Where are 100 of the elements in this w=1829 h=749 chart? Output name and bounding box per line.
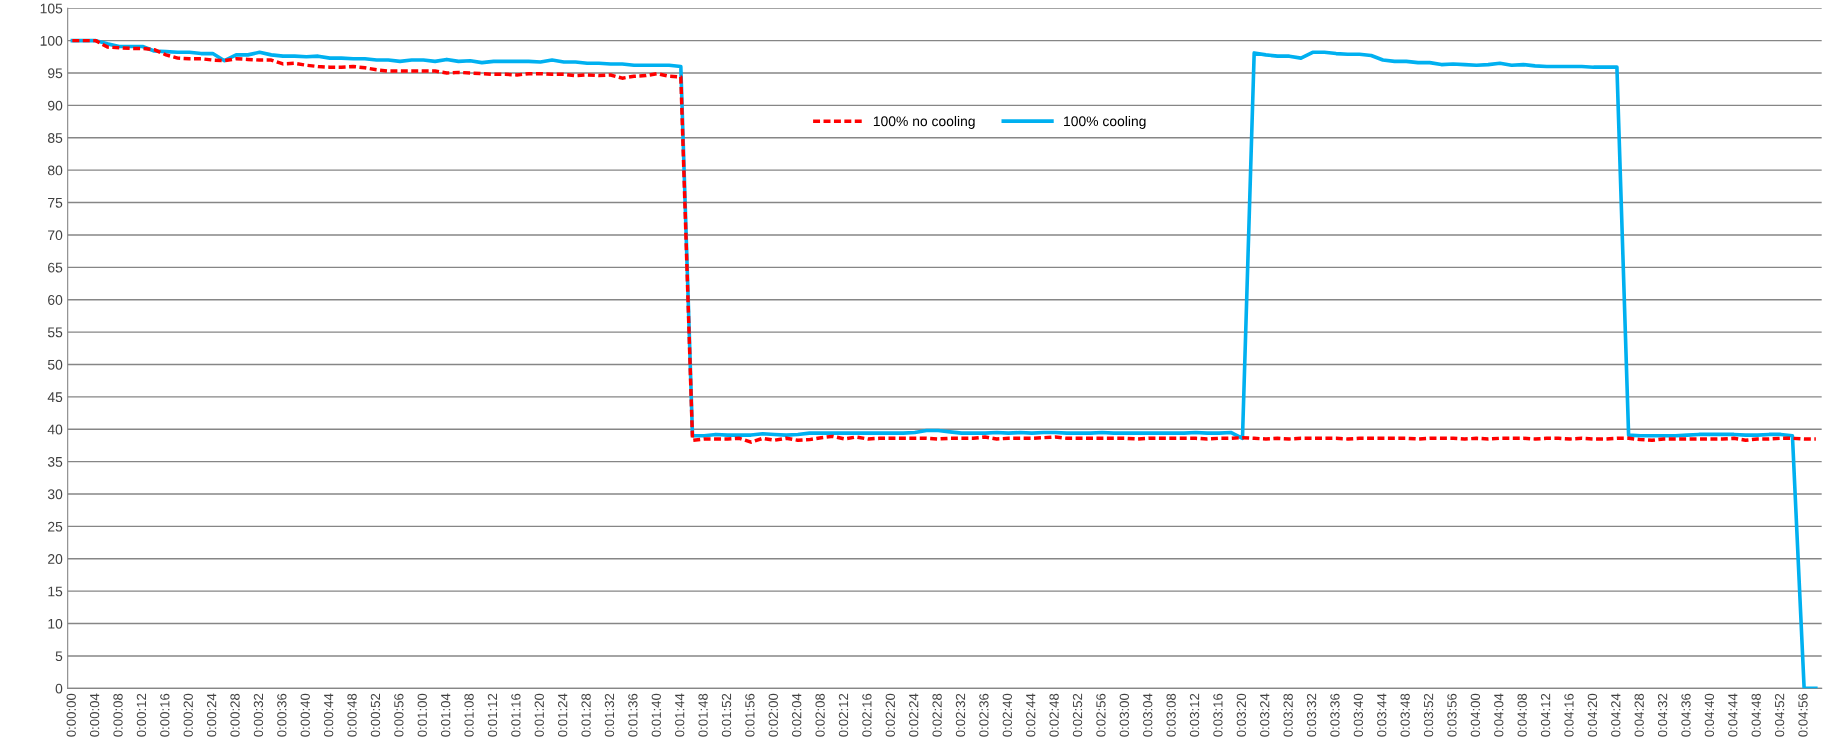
x-tick-label: 0:02:36 — [979, 693, 989, 737]
y-tick-label: 50 — [47, 359, 63, 370]
y-tick-label: 15 — [48, 586, 63, 597]
x-tick-label: 0:00:16 — [160, 693, 170, 737]
x-tick-label: 0:03:20 — [1236, 693, 1247, 737]
y-tick-label: 0 — [55, 683, 63, 694]
x-tick-label: 0:03:00 — [1119, 693, 1129, 737]
x-tick-label: 0:00:36 — [277, 693, 287, 737]
x-tick-label: 0:03:04 — [1143, 693, 1153, 737]
x-tick-label: 0:00:52 — [370, 693, 381, 737]
x-tick-label: 0:01:16 — [511, 693, 521, 737]
x-tick-label: 0:01:36 — [628, 693, 638, 737]
x-tick-label: 0:04:12 — [1540, 693, 1551, 737]
x-tick-label: 0:03:16 — [1213, 693, 1223, 737]
x-tick-label: 0:00:40 — [300, 693, 310, 737]
x-tick-label: 0:01:56 — [745, 693, 755, 737]
x-tick-label: 0:01:08 — [464, 693, 474, 737]
x-tick-label: 0:01:24 — [558, 693, 568, 737]
y-tick-label: 55 — [47, 327, 63, 338]
x-tick-label: 0:01:20 — [534, 693, 544, 737]
line-series — [70, 38, 1818, 444]
x-tick-label: 0:01:12 — [487, 693, 498, 737]
x-tick-label: 0:04:00 — [1470, 693, 1481, 737]
x-tick-label: 0:01:40 — [651, 693, 661, 737]
y-tick-label: 40 — [47, 424, 63, 435]
x-tick-label: 0:02:56 — [1096, 693, 1106, 737]
x-tick-label: 0:02:20 — [885, 693, 895, 737]
x-tick-label: 0:03:56 — [1447, 693, 1457, 737]
x-tick-label: 0:04:20 — [1587, 693, 1598, 737]
x-tick-label: 0:00:28 — [230, 693, 240, 737]
y-tick-label: 90 — [48, 100, 63, 111]
x-tick-label: 0:01:48 — [698, 693, 708, 737]
x-tick-label: 0:04:52 — [1774, 693, 1785, 737]
y-tick-label: 20 — [48, 554, 63, 564]
x-tick-label: 0:04:36 — [1681, 693, 1691, 737]
x-tick-label: 0:00:48 — [347, 693, 357, 737]
x-tick-label: 0:02:44 — [1026, 693, 1036, 737]
x-tick-label: 0:03:12 — [1189, 693, 1200, 737]
x-tick-label: 0:00:08 — [113, 693, 123, 737]
x-tick-label: 0:01:44 — [675, 693, 685, 737]
x-tick-label: 0:01:28 — [581, 693, 591, 737]
x-tick-label: 0:02:32 — [955, 693, 966, 737]
x-tick-label: 0:00:04 — [89, 693, 100, 737]
y-tick-label: 100 — [40, 35, 63, 46]
x-tick-label: 0:04:04 — [1494, 693, 1504, 737]
legend-label: 100% no cooling — [873, 115, 975, 129]
y-tick-label: 70 — [48, 230, 63, 241]
x-tick-label: 0:04:08 — [1517, 693, 1527, 737]
x-tick-label: 0:00:24 — [206, 693, 217, 737]
y-tick-label: 65 — [48, 262, 63, 273]
y-tick-label: 10 — [48, 618, 63, 629]
x-tick-label: 0:02:28 — [932, 693, 942, 737]
x-tick-label: 0:02:04 — [792, 693, 802, 737]
y-tick-label: 30 — [47, 489, 63, 500]
x-tick-label: 0:03:44 — [1377, 693, 1387, 737]
x-tick-label: 0:01:52 — [721, 693, 732, 737]
x-tick-label: 0:02:40 — [1002, 693, 1012, 737]
x-tick-label: 0:00:20 — [183, 693, 193, 737]
x-tick-label: 0:00:00 — [66, 693, 76, 737]
x-tick-label: 0:03:32 — [1306, 693, 1317, 737]
x-tick-label: 0:04:16 — [1564, 693, 1574, 737]
y-tick-label: 45 — [47, 392, 63, 403]
y-tick-label: 25 — [48, 521, 63, 532]
x-tick-label: 0:04:48 — [1751, 693, 1761, 737]
x-tick-label: 0:04:44 — [1728, 693, 1738, 737]
y-tick-label: 75 — [48, 198, 63, 208]
x-tick-label: 0:01:32 — [604, 693, 615, 737]
x-tick-label: 0:04:24 — [1611, 693, 1621, 737]
x-tick-label: 0:00:32 — [253, 693, 264, 737]
x-tick-label: 0:02:16 — [862, 693, 872, 737]
x-tick-label: 0:02:24 — [909, 693, 919, 737]
x-tick-label: 0:04:56 — [1798, 693, 1808, 737]
x-tick-label: 0:00:12 — [136, 693, 147, 737]
x-tick-label: 0:02:00 — [768, 693, 778, 737]
x-tick-label: 0:04:28 — [1634, 693, 1644, 737]
x-tick-label: 0:03:40 — [1353, 693, 1364, 737]
x-tick-label: 0:02:52 — [1072, 693, 1083, 737]
y-tick-label: 80 — [47, 165, 63, 176]
x-tick-label: 0:01:00 — [417, 693, 427, 737]
x-tick-label: 0:00:56 — [394, 693, 404, 737]
y-tick-label: 95 — [48, 68, 63, 79]
x-tick-label: 0:03:28 — [1283, 693, 1293, 737]
legend-label: 100% cooling — [1064, 115, 1146, 129]
x-tick-label: 0:01:04 — [440, 693, 451, 737]
x-tick-label: 0:02:48 — [1049, 693, 1059, 737]
x-tick-label: 0:02:12 — [838, 693, 849, 737]
y-tick-label: 5 — [55, 651, 63, 662]
x-tick-label: 0:02:08 — [815, 693, 825, 737]
y-tick-label: 105 — [40, 3, 63, 14]
y-tick-label: 35 — [47, 456, 63, 467]
x-tick-label: 0:03:48 — [1400, 693, 1410, 737]
x-tick-label: 0:03:08 — [1166, 693, 1176, 737]
y-tick-label: 60 — [48, 295, 63, 305]
line-series — [70, 38, 1818, 689]
x-tick-label: 0:04:40 — [1704, 693, 1715, 737]
x-tick-label: 0:03:24 — [1260, 693, 1270, 737]
x-tick-label: 0:03:36 — [1330, 693, 1340, 737]
x-tick-label: 0:03:52 — [1423, 693, 1434, 737]
x-tick-label: 0:04:32 — [1657, 693, 1668, 737]
x-tick-label: 0:00:44 — [323, 693, 334, 737]
